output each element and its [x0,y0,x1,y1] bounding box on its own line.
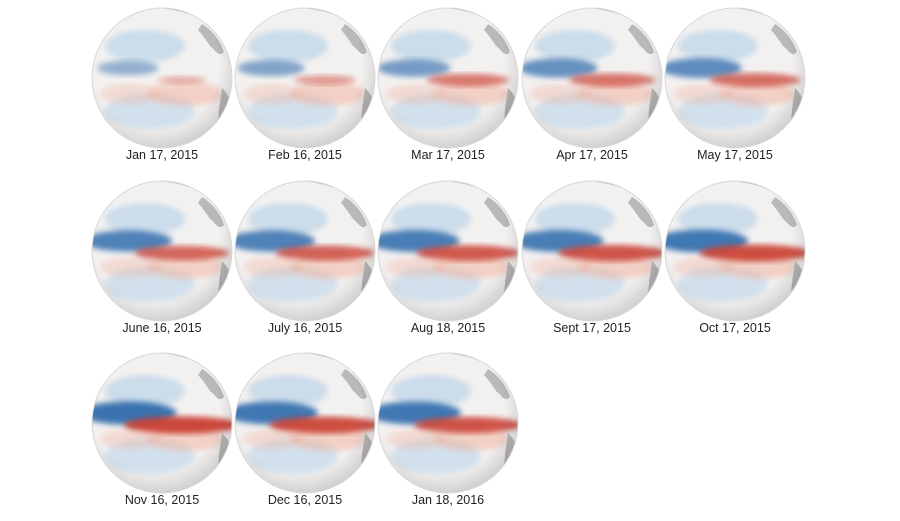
date-caption: May 17, 2015 [697,148,773,162]
globe-panel: Sept 17, 2015 [512,179,672,339]
globe-panel: Mar 17, 2015 [368,6,528,166]
globe-panel: Dec 16, 2015 [225,351,385,511]
date-caption: Feb 16, 2015 [268,148,342,162]
globe-panel: June 16, 2015 [82,179,242,339]
globe-map [91,180,233,322]
globe-map [234,180,376,322]
globe-map [91,352,233,494]
date-caption: Mar 17, 2015 [411,148,485,162]
globe-panel: Aug 18, 2015 [368,179,528,339]
globe-map [521,180,663,322]
date-caption: July 16, 2015 [267,321,343,335]
globe-map [377,7,519,149]
date-caption: Aug 18, 2015 [410,321,486,335]
globe-panel: Jan 18, 2016 [368,351,528,511]
globe-map [521,7,663,149]
globe-map [234,352,376,494]
globe-panel: Feb 16, 2015 [225,6,385,166]
globe-map [91,7,233,149]
date-caption: June 16, 2015 [122,321,202,335]
date-caption: Apr 17, 2015 [556,148,628,162]
date-caption: Jan 17, 2015 [125,148,199,162]
date-caption: Jan 18, 2016 [411,493,485,507]
globe-panel: Oct 17, 2015 [655,179,815,339]
date-caption: Dec 16, 2015 [267,493,343,507]
globe-panel: Nov 16, 2015 [82,351,242,511]
date-caption: Nov 16, 2015 [124,493,200,507]
globe-panel: Jan 17, 2015 [82,6,242,166]
globe-map [664,7,806,149]
globe-panel: Apr 17, 2015 [512,6,672,166]
globe-map [664,180,806,322]
globe-map [377,180,519,322]
date-caption: Oct 17, 2015 [699,321,771,335]
globe-map [234,7,376,149]
date-caption: Sept 17, 2015 [553,321,631,335]
globe-panel: May 17, 2015 [655,6,815,166]
globe-map [377,352,519,494]
globe-panel: July 16, 2015 [225,179,385,339]
